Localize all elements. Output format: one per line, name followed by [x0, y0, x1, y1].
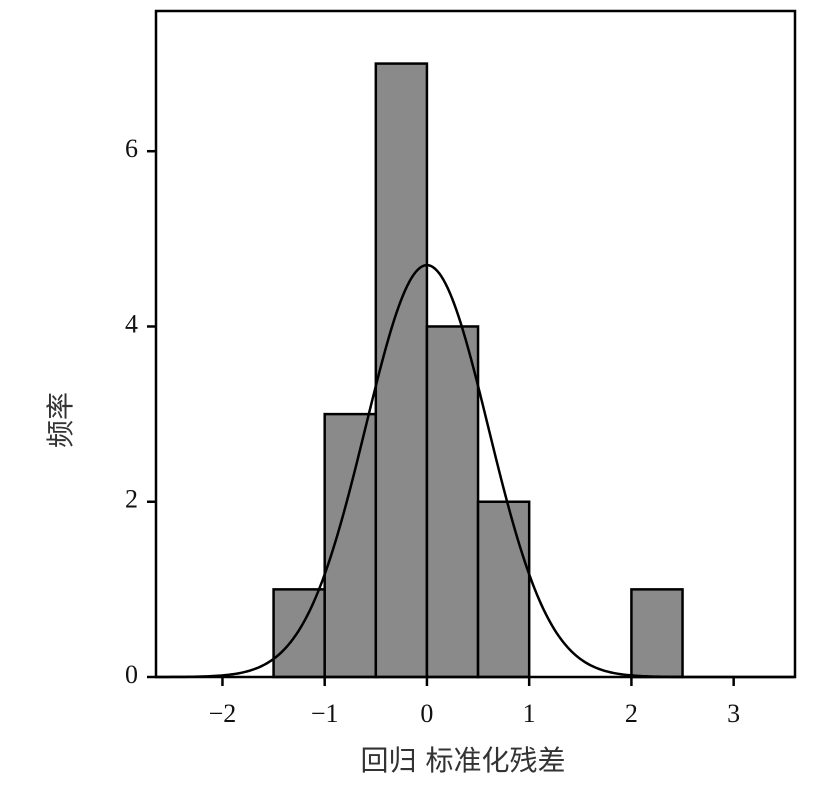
y-tick-label-0: 0	[125, 660, 138, 689]
y-tick-label-2: 4	[125, 309, 138, 338]
x-tick-label-3: 1	[523, 699, 536, 728]
x-tick-label-4: 2	[625, 699, 638, 728]
histogram-bar-3	[425, 325, 480, 679]
histogram-bar-5	[630, 588, 684, 679]
histogram-bar-4	[476, 500, 531, 679]
x-tick-label-1: −1	[311, 699, 339, 728]
x-tick-label-2: 0	[420, 699, 433, 728]
x-axis-title: 回归 标准化残差	[361, 744, 566, 777]
y-tick-label-1: 2	[125, 485, 138, 514]
histogram-bar-2	[374, 62, 429, 679]
y-tick-label-3: 6	[125, 134, 138, 163]
axis-layer: −2 −1 0 1 2 3 0 2 4 6	[125, 134, 740, 728]
histogram-bar-0	[272, 588, 326, 679]
y-axis-title: 频率	[44, 392, 77, 448]
bars-layer	[272, 62, 684, 679]
plot-frame	[154, 9, 797, 679]
x-tick-label-0: −2	[209, 699, 237, 728]
x-tick-label-5: 3	[727, 699, 740, 728]
histogram-bar-1	[323, 412, 378, 679]
